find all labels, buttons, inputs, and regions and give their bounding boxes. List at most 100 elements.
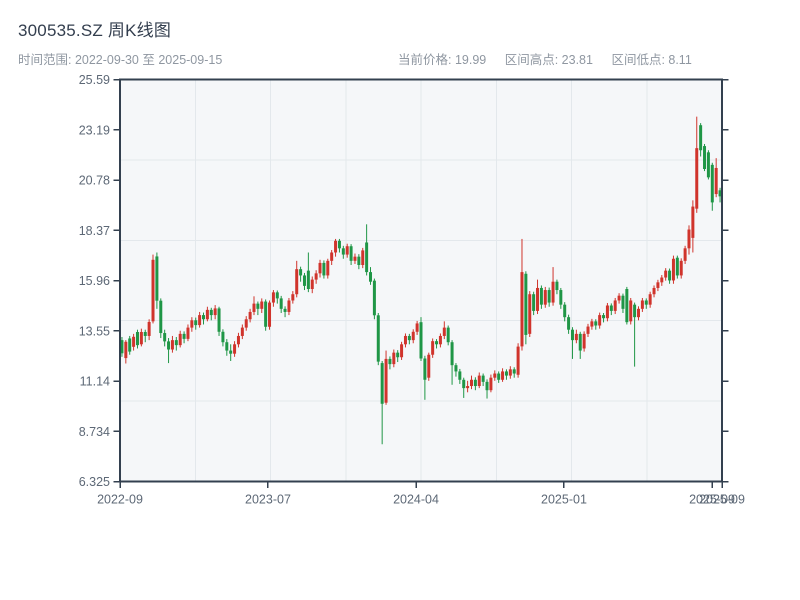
candle-body (372, 280, 376, 316)
candle-body (718, 190, 722, 197)
candle-body (248, 311, 252, 320)
candle-body (209, 309, 213, 316)
candle-body (524, 273, 528, 335)
candle-body (295, 269, 299, 295)
candle-body (128, 338, 132, 352)
candle-body (536, 287, 540, 311)
candle-body (334, 240, 338, 253)
candle-body (396, 352, 400, 358)
candles-layer (120, 116, 722, 445)
candle-body (326, 260, 330, 276)
candle-body (427, 354, 431, 378)
candle-body (279, 298, 283, 309)
candle-body (633, 304, 637, 318)
candle-body (132, 336, 136, 347)
candle-body (504, 371, 508, 376)
candle-body (703, 146, 707, 170)
candle-body (407, 335, 411, 341)
candle-body (508, 369, 512, 376)
x-axis-labels: 2022-09 2023-07 2024-04 2025-01 2025-092025-… (97, 493, 745, 507)
candle-body (369, 272, 373, 282)
candle-body (594, 321, 598, 326)
candle-body (671, 258, 675, 281)
y-tick-label: 20.78 (79, 174, 110, 188)
candle-body (532, 294, 536, 311)
candle-body (388, 358, 392, 365)
y-tick-label: 13.55 (79, 324, 110, 338)
candle-body (213, 308, 217, 316)
candle-body (563, 304, 567, 318)
candle-body (357, 256, 361, 266)
candle-body (143, 331, 147, 336)
candle-body (135, 331, 139, 346)
candle-body (186, 327, 190, 339)
candle-body (683, 248, 687, 261)
candle-body (640, 300, 644, 309)
candle-body (516, 346, 520, 375)
candle-body (252, 303, 256, 312)
candle-body (469, 379, 473, 387)
candle-body (221, 331, 225, 343)
candle-body (190, 320, 194, 328)
candle-body (438, 335, 442, 345)
candle-body (330, 252, 334, 261)
candle-body (198, 315, 202, 326)
candle-body (590, 321, 594, 327)
axis-ticks (113, 78, 729, 488)
candle-body (644, 300, 648, 305)
candle-body (668, 270, 672, 281)
y-tick-label: 25.59 (79, 73, 110, 87)
candle-body (233, 344, 237, 354)
candle-body (442, 327, 446, 336)
candle-body (147, 321, 151, 336)
candle-body (578, 333, 582, 351)
candle-body (163, 333, 167, 342)
candle-body (458, 371, 462, 380)
candle-body (353, 256, 357, 261)
candle-body (664, 270, 668, 278)
candle-body (318, 262, 322, 274)
candle-body (567, 317, 571, 330)
candle-body (380, 363, 384, 404)
candle-body (384, 358, 388, 403)
candle-body (310, 279, 314, 290)
candle-body (473, 379, 477, 387)
candle-body (636, 308, 640, 318)
y-axis-labels: 25.59 23.19 20.78 18.37 15.96 13.55 11.14 8.734… (79, 73, 110, 489)
candle-body (240, 327, 244, 336)
candle-body (613, 300, 617, 311)
y-tick-label: 6.325 (79, 475, 110, 489)
candle-body (485, 381, 489, 391)
candle-body (376, 315, 380, 362)
candle-body (322, 262, 326, 276)
candle-body (299, 269, 303, 276)
candle-body (182, 333, 186, 339)
candle-body (539, 287, 543, 305)
candle-body (710, 164, 714, 203)
candle-body (489, 377, 493, 391)
candle-body (695, 148, 699, 209)
candle-body (287, 300, 291, 312)
candle-body (400, 344, 404, 358)
candle-body (124, 341, 128, 359)
candle-body (462, 379, 466, 389)
candle-body (512, 369, 516, 374)
candle-body (139, 331, 143, 345)
candle-body (341, 248, 345, 255)
candle-body (609, 305, 613, 311)
candle-body (547, 290, 551, 303)
candle-body (361, 250, 365, 266)
candle-body (120, 340, 124, 354)
candle-body (202, 315, 206, 320)
candle-body (699, 125, 703, 151)
candle-body (648, 294, 652, 305)
candle-body (349, 246, 353, 261)
candle-body (528, 294, 532, 334)
candle-body (598, 315, 602, 326)
candle-body (365, 242, 369, 273)
candle-body (570, 329, 574, 341)
candle-body (236, 335, 240, 345)
candle-body (574, 333, 578, 341)
candle-body (217, 308, 221, 332)
x-tick-label: 2022-09 (97, 493, 143, 507)
